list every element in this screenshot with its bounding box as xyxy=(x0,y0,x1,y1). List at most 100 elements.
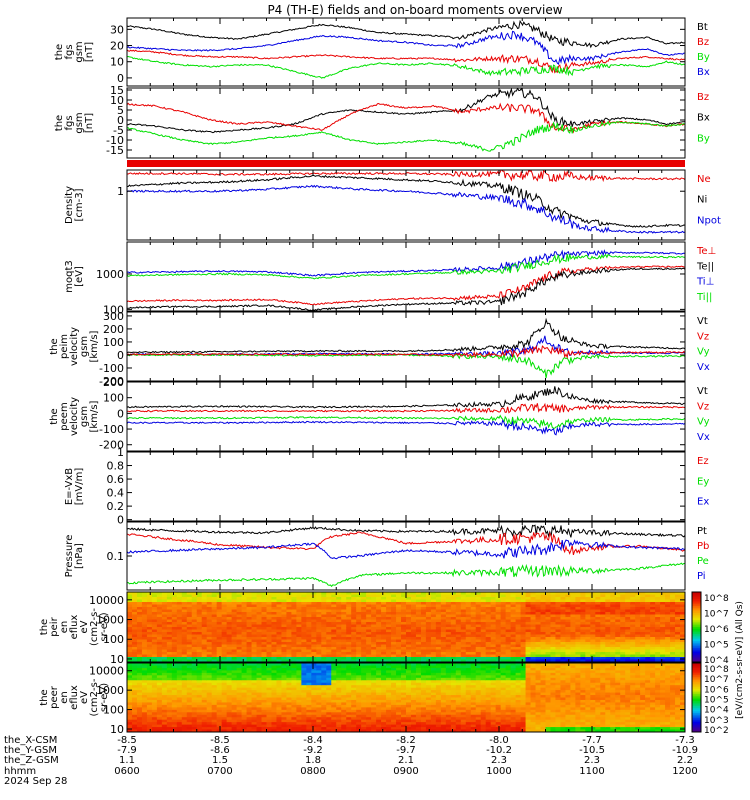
spectrogram-cell xyxy=(156,675,163,679)
spectrogram-cell xyxy=(480,627,487,631)
spectrogram-cell xyxy=(276,637,283,641)
spectrogram-cell xyxy=(266,682,273,686)
spectrogram-cell xyxy=(221,665,228,669)
spectrogram-cell xyxy=(510,649,517,653)
spectrogram-cell xyxy=(386,657,392,661)
spectrogram-cell xyxy=(555,622,562,626)
spectrogram-cell xyxy=(396,609,402,613)
spectrogram-cell xyxy=(356,634,362,638)
spectrogram-cell xyxy=(326,639,332,643)
spectrogram-cell xyxy=(246,652,253,656)
spectrogram-cell xyxy=(181,680,188,684)
spectrogram-cell xyxy=(306,667,312,671)
spectrogram-cell xyxy=(650,657,656,661)
spectrogram-cell xyxy=(435,632,442,636)
spectrogram-cell xyxy=(381,599,387,603)
legend-pb: Pb xyxy=(697,541,709,552)
spectrogram-cell xyxy=(346,612,352,616)
spectrogram-cell xyxy=(161,624,168,628)
spectrogram-cell xyxy=(176,682,183,686)
spectrogram-cell xyxy=(141,712,148,716)
spectrogram-cell xyxy=(600,602,606,606)
spectrogram-cell xyxy=(256,672,263,676)
spectrogram-cell xyxy=(680,594,685,598)
spectrogram-cell xyxy=(475,592,482,596)
spectrogram-cell xyxy=(575,617,581,621)
spectrogram-cell xyxy=(176,667,183,671)
spectrogram-cell xyxy=(470,622,477,626)
spectrogram-cell xyxy=(490,607,497,611)
spectrogram-cell xyxy=(500,647,507,651)
spectrogram-cell xyxy=(655,609,661,613)
spectrogram-cell xyxy=(286,709,293,713)
spectrogram-cell xyxy=(206,592,213,596)
spectrogram-cell xyxy=(570,657,576,661)
spectrogram-cell xyxy=(296,722,302,726)
spectrogram-cell xyxy=(560,619,567,623)
spectrogram-cell xyxy=(560,652,567,656)
spectrogram-cell xyxy=(670,597,676,601)
spectrogram-cell xyxy=(221,609,228,613)
spectrogram-cell xyxy=(470,592,477,596)
spectrogram-cell xyxy=(480,604,487,608)
spectrogram-cell xyxy=(256,719,263,723)
spectrogram-cell xyxy=(680,627,685,631)
spectrogram-cell xyxy=(291,644,297,648)
spectrogram-cell xyxy=(171,702,178,706)
spectrogram-cell xyxy=(206,614,213,618)
spectrogram-cell xyxy=(256,724,263,728)
spectrogram-cell xyxy=(276,602,283,606)
spectrogram-cell xyxy=(331,727,337,731)
spectrogram-cell xyxy=(171,614,178,618)
spectrogram-cell xyxy=(281,690,288,694)
spectrogram-cell xyxy=(485,609,492,613)
spectrogram-cell xyxy=(136,682,143,686)
spectrogram-cell xyxy=(221,612,228,616)
spectrogram-cell xyxy=(156,704,163,708)
spectrogram-cell xyxy=(296,727,302,731)
spectrogram-cell xyxy=(420,607,427,611)
spectrogram-cell xyxy=(236,649,243,653)
spectrogram-cell xyxy=(161,617,168,621)
spectrogram-cell xyxy=(156,604,163,608)
spectrogram-cell xyxy=(470,649,477,653)
spectrogram-cell xyxy=(256,607,263,611)
spectrogram-cell xyxy=(301,697,307,701)
spectrogram-cell xyxy=(276,697,283,701)
spectrogram-cell xyxy=(331,647,337,651)
spectrogram-cell xyxy=(595,607,601,611)
spectrogram-cell xyxy=(191,659,198,662)
spectrogram-cell xyxy=(655,649,661,653)
spectrogram-cell xyxy=(650,639,656,643)
spectrogram-cell xyxy=(231,665,238,669)
spectrogram-cell xyxy=(455,649,462,653)
spectrogram-cell xyxy=(191,682,198,686)
spectrogram-cell xyxy=(326,652,332,656)
spectrogram-cell xyxy=(146,704,153,708)
spectrogram-cell xyxy=(316,717,322,721)
spectrogram-cell xyxy=(236,657,243,661)
spectrogram-cell xyxy=(680,602,685,606)
spectrogram-cell xyxy=(515,639,522,643)
spectrogram-cell xyxy=(610,619,616,623)
spectrogram-cell xyxy=(391,619,397,623)
spectrogram-cell xyxy=(281,637,288,641)
spectrogram-cell xyxy=(316,634,322,638)
spectrogram-cell xyxy=(316,637,322,641)
spectrogram-cell xyxy=(191,622,198,626)
spectrogram-cell xyxy=(495,627,502,631)
spectrogram-cell xyxy=(675,624,681,628)
spectrogram-cell xyxy=(440,594,447,598)
spectrogram-cell xyxy=(151,697,158,701)
spectrogram-cell xyxy=(660,629,666,633)
spectrogram-cell xyxy=(386,619,392,623)
spectrogram-cell xyxy=(136,699,143,704)
spectrogram-cell xyxy=(251,659,258,662)
spectrogram-cell xyxy=(630,637,636,641)
spectrogram-cell xyxy=(256,712,263,716)
spectrogram-cell xyxy=(635,649,641,653)
spectrogram-cell xyxy=(515,602,522,606)
spectrogram-cell xyxy=(176,677,183,681)
